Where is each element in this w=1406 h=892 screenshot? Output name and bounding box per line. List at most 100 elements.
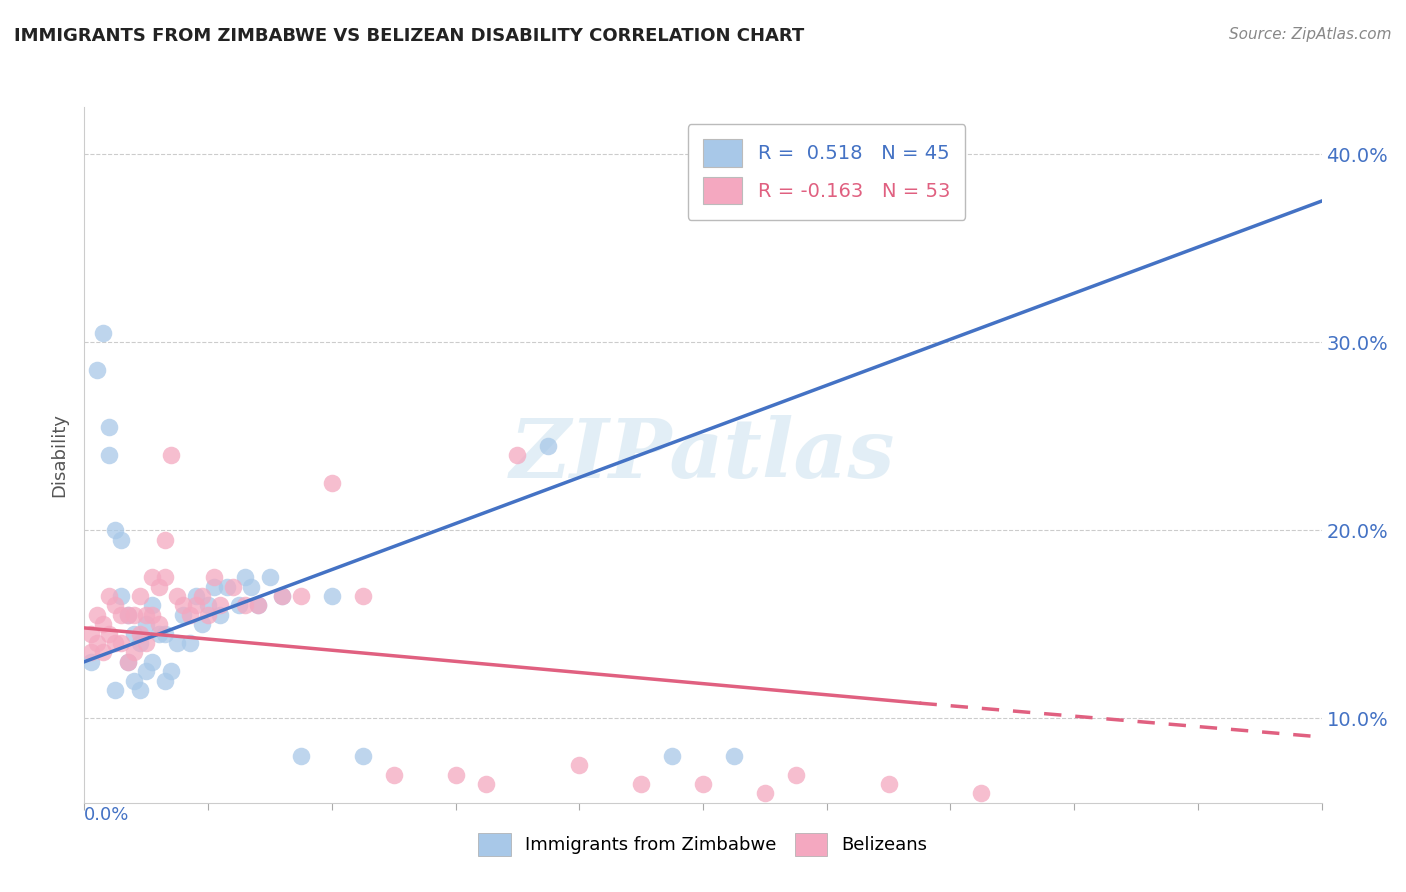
Point xyxy=(122,645,145,659)
Point xyxy=(98,626,121,640)
Point xyxy=(228,599,250,613)
Point xyxy=(79,626,101,640)
Point xyxy=(785,767,807,781)
Point xyxy=(122,607,145,622)
Point xyxy=(191,589,214,603)
Point xyxy=(321,589,343,603)
Point xyxy=(141,655,163,669)
Point xyxy=(259,570,281,584)
Point xyxy=(110,533,132,547)
Text: Source: ZipAtlas.com: Source: ZipAtlas.com xyxy=(1229,27,1392,42)
Point xyxy=(271,589,294,603)
Point xyxy=(506,448,529,462)
Point xyxy=(352,589,374,603)
Point xyxy=(290,589,312,603)
Point xyxy=(209,607,232,622)
Point xyxy=(129,683,152,698)
Point xyxy=(321,476,343,491)
Y-axis label: Disability: Disability xyxy=(51,413,69,497)
Point xyxy=(202,570,225,584)
Point xyxy=(246,599,269,613)
Point xyxy=(209,599,232,613)
Point xyxy=(79,645,101,659)
Point xyxy=(166,636,188,650)
Point xyxy=(568,758,591,772)
Point xyxy=(129,626,152,640)
Point xyxy=(160,448,183,462)
Point xyxy=(179,607,201,622)
Point xyxy=(86,607,108,622)
Point xyxy=(141,599,163,613)
Point xyxy=(166,589,188,603)
Legend: R =  0.518   N = 45, R = -0.163   N = 53: R = 0.518 N = 45, R = -0.163 N = 53 xyxy=(688,124,966,219)
Point xyxy=(117,607,139,622)
Point xyxy=(135,664,157,678)
Point xyxy=(135,617,157,632)
Text: 0.0%: 0.0% xyxy=(84,806,129,824)
Point xyxy=(179,636,201,650)
Point xyxy=(444,767,467,781)
Point xyxy=(754,786,776,800)
Point xyxy=(191,617,214,632)
Point xyxy=(723,748,745,763)
Point xyxy=(79,655,101,669)
Point xyxy=(117,607,139,622)
Point xyxy=(908,194,931,208)
Point xyxy=(197,599,219,613)
Point xyxy=(141,570,163,584)
Point xyxy=(129,589,152,603)
Point xyxy=(172,599,194,613)
Point xyxy=(233,570,256,584)
Point xyxy=(160,664,183,678)
Point xyxy=(91,617,114,632)
Point xyxy=(148,580,170,594)
Point xyxy=(692,777,714,791)
Text: ZIPatlas: ZIPatlas xyxy=(510,415,896,495)
Point xyxy=(86,636,108,650)
Point xyxy=(382,767,405,781)
Point xyxy=(271,589,294,603)
Point xyxy=(233,599,256,613)
Point xyxy=(222,580,245,594)
Point xyxy=(240,580,263,594)
Point xyxy=(970,786,993,800)
Point xyxy=(153,626,176,640)
Point xyxy=(110,636,132,650)
Point xyxy=(104,683,127,698)
Point xyxy=(202,580,225,594)
Point xyxy=(98,419,121,434)
Point xyxy=(153,570,176,584)
Point xyxy=(91,645,114,659)
Point xyxy=(135,636,157,650)
Point xyxy=(110,589,132,603)
Point xyxy=(91,326,114,340)
Point xyxy=(153,673,176,688)
Point xyxy=(122,673,145,688)
Point xyxy=(197,607,219,622)
Point xyxy=(352,748,374,763)
Point xyxy=(104,599,127,613)
Point xyxy=(110,607,132,622)
Point xyxy=(184,589,207,603)
Point xyxy=(290,748,312,763)
Point xyxy=(537,438,560,452)
Point xyxy=(86,363,108,377)
Point xyxy=(98,589,121,603)
Text: IMMIGRANTS FROM ZIMBABWE VS BELIZEAN DISABILITY CORRELATION CHART: IMMIGRANTS FROM ZIMBABWE VS BELIZEAN DIS… xyxy=(14,27,804,45)
Point xyxy=(153,533,176,547)
Point xyxy=(148,626,170,640)
Point xyxy=(661,748,683,763)
Point xyxy=(215,580,238,594)
Point xyxy=(877,777,900,791)
Point xyxy=(117,655,139,669)
Point xyxy=(141,607,163,622)
Point xyxy=(98,448,121,462)
Point xyxy=(172,607,194,622)
Point xyxy=(135,607,157,622)
Point xyxy=(184,599,207,613)
Point xyxy=(148,617,170,632)
Point xyxy=(104,523,127,537)
Point xyxy=(117,655,139,669)
Point xyxy=(104,636,127,650)
Point xyxy=(122,626,145,640)
